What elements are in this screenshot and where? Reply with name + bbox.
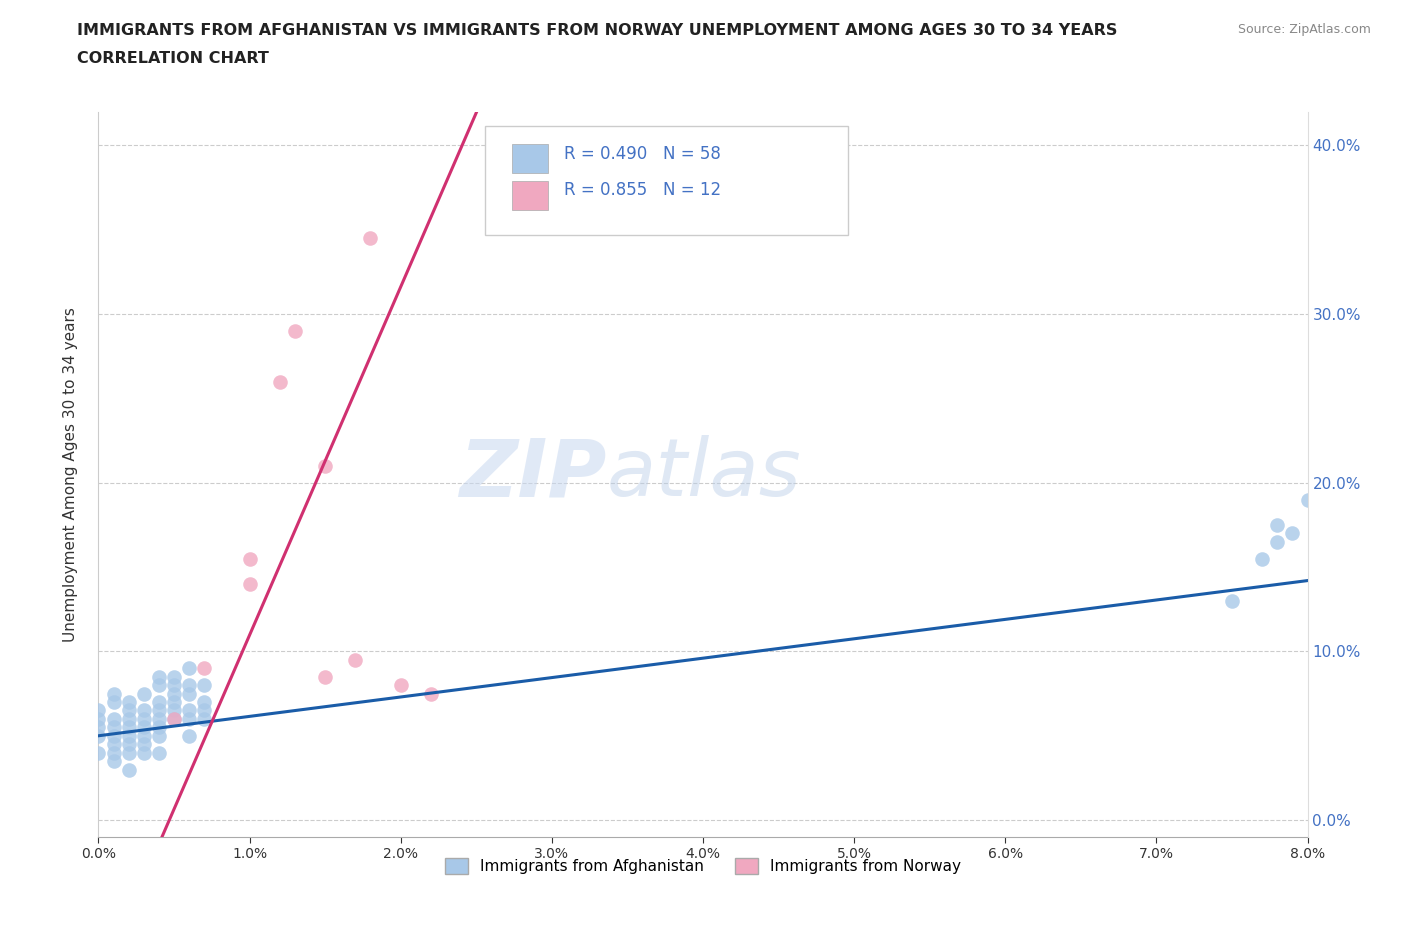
Text: ZIP: ZIP — [458, 435, 606, 513]
FancyBboxPatch shape — [485, 126, 848, 235]
Point — [163, 711, 186, 726]
Point — [132, 686, 155, 701]
Point — [420, 686, 443, 701]
Point — [87, 711, 110, 726]
Point — [389, 678, 412, 693]
Point — [193, 695, 215, 710]
Point — [103, 720, 125, 735]
Point — [163, 686, 186, 701]
Point — [148, 703, 170, 718]
Point — [148, 728, 170, 743]
Point — [148, 678, 170, 693]
Point — [103, 753, 125, 768]
Y-axis label: Unemployment Among Ages 30 to 34 years: Unemployment Among Ages 30 to 34 years — [63, 307, 77, 642]
Point — [179, 711, 201, 726]
Point — [314, 458, 336, 473]
Point — [163, 695, 186, 710]
Point — [344, 653, 367, 668]
Point — [284, 324, 307, 339]
Point — [118, 728, 141, 743]
Point — [132, 728, 155, 743]
Point — [103, 728, 125, 743]
Point — [179, 686, 201, 701]
Point — [148, 745, 170, 760]
Point — [269, 374, 291, 389]
Text: R = 0.855   N = 12: R = 0.855 N = 12 — [564, 181, 721, 199]
Text: R = 0.490   N = 58: R = 0.490 N = 58 — [564, 145, 721, 163]
Point — [148, 711, 170, 726]
Point — [148, 695, 170, 710]
Point — [132, 703, 155, 718]
Point — [118, 720, 141, 735]
Point — [179, 661, 201, 676]
Point — [179, 678, 201, 693]
Text: IMMIGRANTS FROM AFGHANISTAN VS IMMIGRANTS FROM NORWAY UNEMPLOYMENT AMONG AGES 30: IMMIGRANTS FROM AFGHANISTAN VS IMMIGRANT… — [77, 23, 1118, 38]
Point — [103, 711, 125, 726]
Text: Source: ZipAtlas.com: Source: ZipAtlas.com — [1237, 23, 1371, 36]
Point — [1251, 551, 1274, 566]
Point — [118, 711, 141, 726]
Point — [132, 737, 155, 751]
Point — [87, 720, 110, 735]
Point — [193, 678, 215, 693]
Point — [118, 695, 141, 710]
Point — [132, 711, 155, 726]
Point — [1267, 517, 1289, 532]
Point — [118, 762, 141, 777]
Point — [360, 231, 382, 246]
Point — [163, 703, 186, 718]
Point — [118, 745, 141, 760]
Point — [1296, 492, 1319, 507]
Point — [87, 745, 110, 760]
Point — [103, 745, 125, 760]
Point — [193, 661, 215, 676]
Point — [103, 737, 125, 751]
Point — [118, 737, 141, 751]
Point — [118, 703, 141, 718]
Point — [193, 711, 215, 726]
Point — [179, 703, 201, 718]
Text: CORRELATION CHART: CORRELATION CHART — [77, 51, 269, 66]
Point — [148, 720, 170, 735]
Point — [1267, 535, 1289, 550]
Text: atlas: atlas — [606, 435, 801, 513]
Point — [179, 728, 201, 743]
Point — [1220, 593, 1243, 608]
Point — [132, 745, 155, 760]
Point — [239, 551, 262, 566]
Legend: Immigrants from Afghanistan, Immigrants from Norway: Immigrants from Afghanistan, Immigrants … — [439, 852, 967, 880]
Point — [314, 670, 336, 684]
Point — [163, 678, 186, 693]
Point — [1281, 525, 1303, 540]
Point — [163, 670, 186, 684]
Point — [103, 695, 125, 710]
Bar — [512, 180, 548, 209]
Point — [132, 720, 155, 735]
Bar — [512, 144, 548, 173]
Point — [163, 711, 186, 726]
Point — [148, 670, 170, 684]
Point — [239, 577, 262, 591]
Point — [103, 686, 125, 701]
Point — [193, 703, 215, 718]
Point — [87, 728, 110, 743]
Point — [87, 703, 110, 718]
